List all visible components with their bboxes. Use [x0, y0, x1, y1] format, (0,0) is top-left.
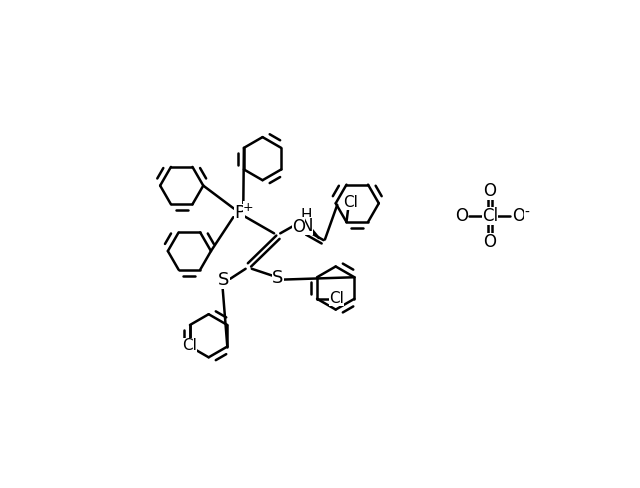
- Text: Cl: Cl: [482, 207, 498, 225]
- Text: P: P: [234, 203, 245, 222]
- Text: O: O: [512, 207, 525, 225]
- Text: +: +: [243, 201, 253, 214]
- Text: Cl: Cl: [182, 338, 197, 352]
- Text: H: H: [301, 208, 312, 223]
- Text: -: -: [524, 205, 529, 220]
- Text: S: S: [218, 271, 230, 289]
- Text: S: S: [272, 269, 284, 287]
- Text: O: O: [483, 233, 496, 251]
- Text: O: O: [292, 218, 305, 236]
- Text: O: O: [454, 207, 468, 225]
- Text: N: N: [300, 217, 313, 235]
- Text: Cl: Cl: [343, 195, 358, 210]
- Text: Cl: Cl: [329, 291, 344, 306]
- Text: O: O: [483, 182, 496, 200]
